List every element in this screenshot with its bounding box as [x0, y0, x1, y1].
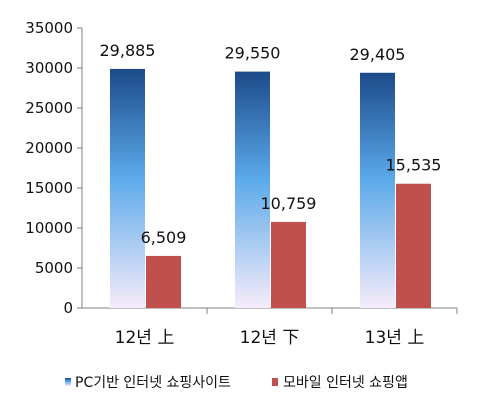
x-tick-label: 12년 下 [240, 328, 300, 348]
legend-swatch-pc [65, 378, 71, 386]
y-tick-label: 10000 [25, 219, 73, 237]
mobile-shopping-bar [396, 183, 431, 308]
y-tick-label: 35000 [25, 19, 73, 37]
y-tick-label: 20000 [25, 139, 73, 157]
y-tick-label: 30000 [25, 59, 73, 77]
data-label: 6,509 [141, 228, 187, 247]
legend-label-mobile: 모바일 인터넷 쇼핑앱 [283, 375, 408, 391]
legend-label-pc: PC기반 인터넷 쇼핑사이트 [75, 375, 231, 391]
x-tick-label: 12년 上 [115, 328, 175, 348]
data-label: 10,759 [261, 194, 317, 213]
y-tick-label: 15000 [25, 179, 73, 197]
pc-shopping-bar [235, 71, 270, 308]
y-tick-label: 0 [63, 299, 73, 317]
pc-shopping-bar [110, 68, 145, 308]
y-tick-label: 25000 [25, 99, 73, 117]
x-tick-label: 13년 上 [365, 328, 425, 348]
pc-shopping-bar [360, 72, 395, 308]
mobile-shopping-bar [146, 255, 181, 308]
data-label: 29,405 [350, 45, 406, 64]
data-label: 15,535 [386, 156, 442, 175]
data-label: 29,550 [225, 44, 281, 63]
y-tick-label: 5000 [35, 259, 73, 277]
mobile-shopping-bar [271, 221, 306, 308]
data-label: 29,885 [100, 41, 156, 60]
legend-swatch-mobile [272, 378, 278, 386]
